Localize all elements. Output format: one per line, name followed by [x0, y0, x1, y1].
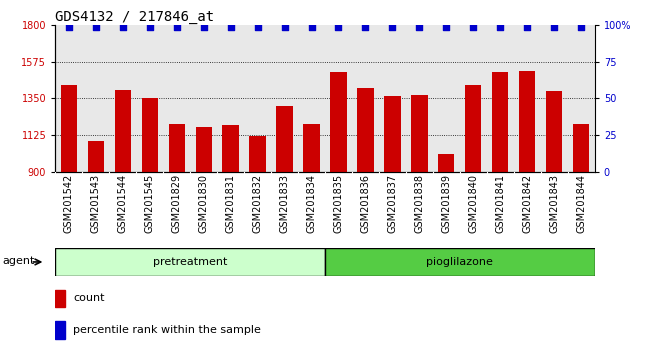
Bar [55, 321, 65, 339]
Bar [358, 88, 374, 172]
Text: GSM201830: GSM201830 [199, 174, 209, 233]
Text: pioglilazone: pioglilazone [426, 257, 493, 267]
Bar [196, 127, 212, 172]
Point [306, 24, 317, 30]
Bar [142, 98, 158, 172]
Point [118, 24, 128, 30]
Text: GSM201832: GSM201832 [253, 174, 263, 233]
Text: GSM201542: GSM201542 [64, 174, 73, 233]
Text: GSM201835: GSM201835 [333, 174, 343, 233]
Text: GSM201842: GSM201842 [523, 174, 532, 233]
Point [549, 24, 560, 30]
Text: GSM201836: GSM201836 [361, 174, 370, 233]
Point [576, 24, 586, 30]
Text: GSM201543: GSM201543 [91, 174, 101, 233]
Bar [114, 90, 131, 172]
Bar [546, 91, 562, 172]
Point [280, 24, 290, 30]
Text: GSM201837: GSM201837 [387, 174, 397, 233]
Point [90, 24, 101, 30]
Text: GSM201841: GSM201841 [495, 174, 505, 233]
Text: GSM201840: GSM201840 [469, 174, 478, 233]
Bar [411, 95, 428, 172]
Bar [222, 125, 239, 172]
Point [360, 24, 370, 30]
Text: GSM201545: GSM201545 [145, 174, 155, 233]
Bar [438, 154, 454, 172]
Bar [55, 248, 325, 276]
Point [226, 24, 236, 30]
Text: GSM201844: GSM201844 [577, 174, 586, 233]
Bar [330, 72, 346, 172]
Point [414, 24, 424, 30]
Point [333, 24, 344, 30]
Bar [384, 96, 400, 172]
Point [172, 24, 182, 30]
Bar [492, 72, 508, 172]
Point [198, 24, 209, 30]
Text: GDS4132 / 217846_at: GDS4132 / 217846_at [55, 10, 214, 24]
Bar [325, 248, 595, 276]
Text: GSM201838: GSM201838 [415, 174, 424, 233]
Point [495, 24, 506, 30]
Point [252, 24, 263, 30]
Bar [250, 136, 266, 172]
Text: GSM201831: GSM201831 [226, 174, 235, 233]
Bar [519, 71, 536, 172]
Point [387, 24, 398, 30]
Bar [55, 290, 65, 307]
Text: percentile rank within the sample: percentile rank within the sample [73, 325, 261, 335]
Point [144, 24, 155, 30]
Text: GSM201834: GSM201834 [307, 174, 317, 233]
Bar [304, 124, 320, 172]
Bar [60, 85, 77, 172]
Point [522, 24, 532, 30]
Text: GSM201843: GSM201843 [549, 174, 559, 233]
Bar [88, 141, 104, 172]
Text: GSM201833: GSM201833 [280, 174, 289, 233]
Bar [465, 85, 482, 172]
Text: count: count [73, 293, 105, 303]
Text: GSM201839: GSM201839 [441, 174, 451, 233]
Point [468, 24, 478, 30]
Text: pretreatment: pretreatment [153, 257, 228, 267]
Text: GSM201544: GSM201544 [118, 174, 127, 233]
Bar [168, 124, 185, 172]
Bar [573, 124, 590, 172]
Text: agent: agent [3, 256, 35, 266]
Bar [276, 107, 292, 172]
Text: GSM201829: GSM201829 [172, 174, 181, 233]
Point [64, 24, 74, 30]
Point [441, 24, 452, 30]
